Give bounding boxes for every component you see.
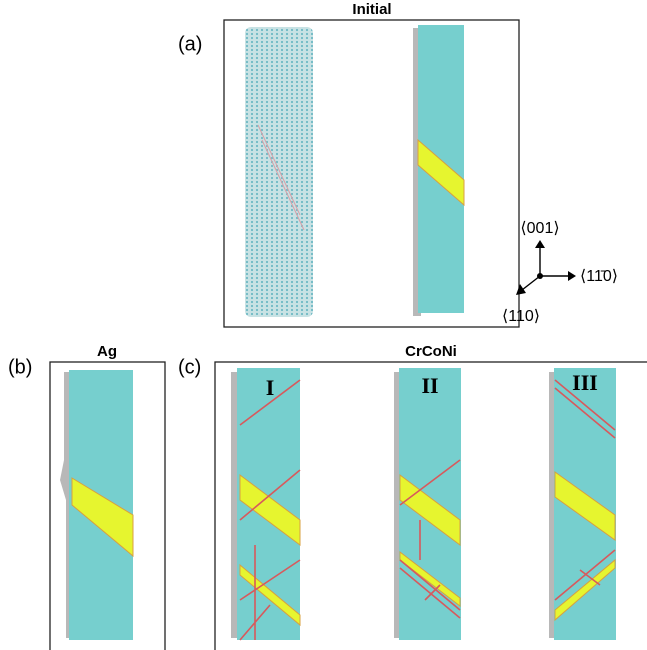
panel-label: (b) xyxy=(8,356,32,378)
sub-label: III xyxy=(572,370,598,395)
slab-i xyxy=(231,368,300,640)
sub-label: II xyxy=(421,373,438,398)
figure: Initial (a) ⟨001⟩ ⟨11̄0⟩ ⟨110⟩ Ag (b) Cr… xyxy=(0,0,647,650)
panel-title: Initial xyxy=(352,1,391,18)
axis-label: ⟨110⟩ xyxy=(502,308,540,325)
panel-label: (c) xyxy=(178,356,201,378)
slab-initial xyxy=(413,25,464,316)
panel-title: CrCoNi xyxy=(405,343,457,360)
slab-ag xyxy=(60,370,133,640)
sub-label: I xyxy=(266,375,275,400)
axis-label: ⟨11̄0⟩ xyxy=(580,268,618,285)
panel-title: Ag xyxy=(97,343,117,360)
slab-iii xyxy=(549,368,616,640)
slab-ii xyxy=(394,368,461,640)
cylinder xyxy=(245,27,313,317)
panel-label: (a) xyxy=(178,33,202,55)
axis-triad xyxy=(516,240,576,295)
axis-label: ⟨001⟩ xyxy=(520,220,559,237)
